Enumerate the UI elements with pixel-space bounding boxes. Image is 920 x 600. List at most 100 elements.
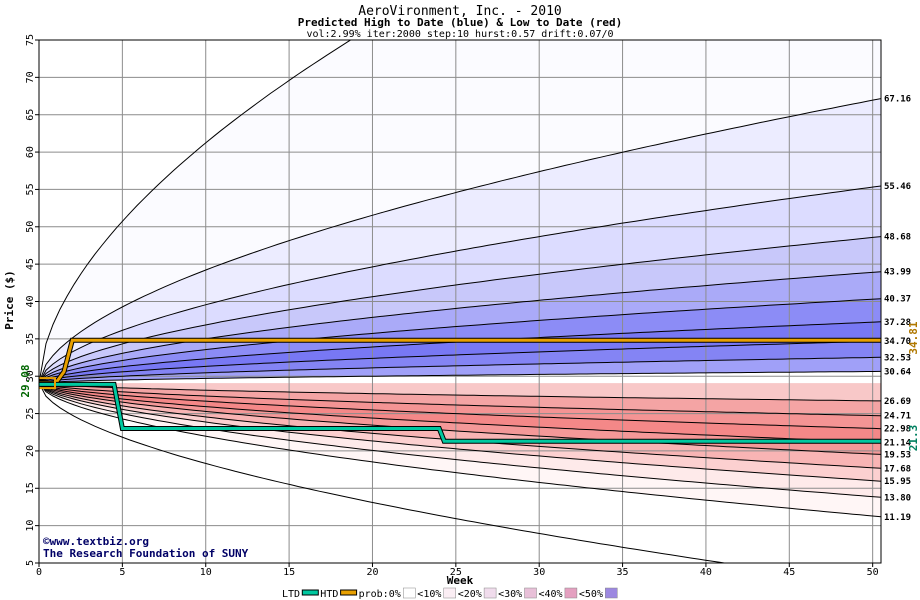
low-band-line — [39, 382, 881, 402]
low-envelope-line — [39, 382, 728, 563]
high-band-area — [39, 341, 881, 384]
y-tick-label: 30 — [25, 370, 36, 382]
band-end-label: 22.98 — [884, 425, 911, 435]
y-tick-label: 5 — [25, 560, 36, 566]
band-end-label: 43.99 — [884, 268, 911, 278]
x-tick-label: 15 — [283, 567, 295, 578]
band-end-label: 55.46 — [884, 182, 911, 192]
high-band-line — [39, 370, 881, 384]
chart-subtitle: Predicted High to Date (blue) & Low to D… — [298, 16, 623, 29]
y-tick-label: 40 — [25, 295, 36, 307]
legend-label: <40% — [539, 589, 563, 600]
band-end-label: 32.53 — [884, 353, 911, 363]
band-end-label: 11.19 — [884, 513, 911, 523]
band-end-label: 17.68 — [884, 464, 911, 474]
x-tick-label: 20 — [366, 567, 378, 578]
x-tick-label: 5 — [119, 567, 125, 578]
start-price-label: 29.08 — [19, 364, 32, 397]
legend-label: <50% — [579, 589, 603, 600]
low-band-line — [39, 382, 881, 417]
credit-line-1: ©www.textbiz.org — [43, 535, 149, 548]
low-band-line — [39, 382, 881, 455]
y-tick-label: 15 — [25, 482, 36, 494]
low-band-area — [39, 383, 881, 401]
high-band-line — [39, 98, 881, 384]
legend-label: <30% — [498, 589, 522, 600]
low-band-line — [39, 382, 881, 518]
x-axis-label: Week — [447, 574, 474, 587]
high-band-area — [39, 321, 881, 384]
low-band-area — [39, 383, 881, 498]
y-tick-label: 65 — [25, 109, 36, 121]
band-end-label: 24.71 — [884, 412, 911, 422]
y-tick-label: 45 — [25, 258, 36, 270]
legend-box-swatch — [443, 587, 456, 599]
legend-box-swatch — [403, 587, 416, 599]
legend-label: HTD — [320, 589, 338, 600]
low-band-area — [39, 383, 881, 455]
legend-box-swatch — [524, 587, 537, 599]
high-band-area — [39, 186, 881, 384]
x-tick-label: 0 — [36, 567, 42, 578]
credit-line-2: The Research Foundation of SUNY — [43, 547, 249, 560]
legend-label: prob:0% — [359, 589, 401, 600]
high-band-line — [39, 271, 881, 384]
high-band-area — [39, 271, 881, 384]
band-end-label: 40.37 — [884, 295, 911, 305]
ltd-series-line — [39, 382, 881, 443]
chart-params: vol:2.99% iter:2000 step:10 hurst:0.57 d… — [306, 29, 613, 40]
htd-final-label: 34.81 — [907, 321, 920, 354]
x-tick-label: 10 — [200, 567, 212, 578]
high-band-area — [39, 40, 881, 384]
y-tick-label: 35 — [25, 333, 36, 345]
band-end-label: 21.14 — [884, 438, 912, 448]
y-axis-label: Price ($) — [3, 270, 16, 330]
y-tick-label: 10 — [25, 520, 36, 532]
band-end-label: 34.70 — [884, 337, 911, 347]
legend-label: LTD — [282, 589, 300, 600]
legend-box-swatch — [564, 587, 578, 599]
ltd-final-label: 21.3 — [907, 425, 920, 452]
band-end-label: 19.53 — [884, 450, 911, 460]
x-tick-label: 35 — [617, 567, 629, 578]
band-end-label: 30.64 — [884, 367, 912, 377]
low-band-area — [39, 383, 881, 429]
x-tick-label: 30 — [533, 567, 545, 578]
start-marker — [39, 377, 56, 390]
high-band-area — [39, 236, 881, 384]
low-band-line — [39, 382, 881, 498]
band-end-label: 15.95 — [884, 477, 911, 487]
low-band-line — [39, 382, 881, 482]
y-tick-label: 25 — [25, 408, 36, 420]
y-tick-label: 50 — [25, 221, 36, 233]
band-end-label: 13.80 — [884, 493, 911, 503]
x-tick-label: 45 — [783, 567, 795, 578]
high-envelope-line — [39, 40, 352, 384]
band-end-label: 37.28 — [884, 318, 911, 328]
band-end-label: 48.68 — [884, 233, 911, 243]
legend-label: <20% — [458, 589, 482, 600]
plot-area: 0 5 10 15 20 25 30 35 40 45 5051015202530354045505… — [25, 34, 912, 578]
y-tick-label: 60 — [25, 146, 36, 158]
legend-line-swatch — [340, 589, 358, 596]
high-band-line — [39, 298, 881, 384]
low-band-line — [39, 382, 881, 443]
legend-label: <10% — [417, 589, 441, 600]
high-band-area — [39, 98, 881, 384]
legend: LTD HTD prob:0% <10% <20% <30% <40% <50% — [282, 587, 618, 600]
low-band-area — [39, 383, 881, 517]
y-tick-label: 70 — [25, 71, 36, 83]
low-band-line — [39, 382, 881, 430]
low-band-area — [39, 383, 881, 482]
high-band-line — [39, 236, 881, 384]
band-end-label: 26.69 — [884, 397, 911, 407]
y-tick-label: 75 — [25, 34, 36, 46]
legend-line-swatch — [301, 589, 319, 596]
high-band-line — [39, 356, 881, 384]
y-tick-label: 55 — [25, 183, 36, 195]
band-end-label: 67.16 — [884, 95, 911, 105]
x-tick-label: 40 — [700, 567, 712, 578]
high-band-line — [39, 185, 881, 384]
x-tick-label: 50 — [867, 567, 879, 578]
